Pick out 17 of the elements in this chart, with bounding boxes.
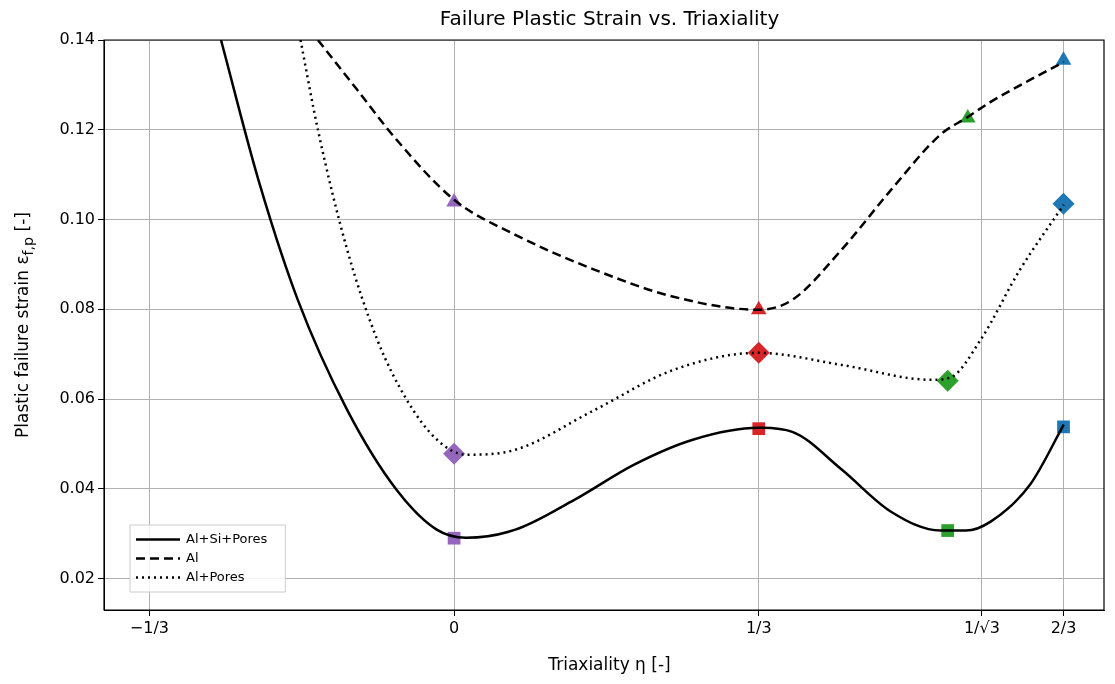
x-tick-label: 0 [449, 617, 460, 637]
legend-label: Al [186, 549, 199, 565]
x-tick-label: 1/√3 [963, 617, 1000, 637]
legend-label: Al+Si+Pores [186, 530, 268, 546]
y-tick-label: 0.14 [59, 29, 95, 49]
x-axis-title: Triaxiality η [-] [547, 654, 672, 674]
y-tick-label: 0.08 [59, 298, 95, 318]
chart-title: Failure Plastic Strain vs. Triaxiality [438, 6, 781, 30]
y-tick-label: 0.02 [59, 567, 95, 587]
x-tick-label: −1/3 [129, 617, 170, 637]
y-tick-label: 0.04 [59, 477, 95, 497]
y-tick-label: 0.06 [59, 388, 95, 408]
x-tick-label: 1/3 [745, 617, 772, 637]
legend-label: Al+Pores [186, 568, 245, 584]
x-tick-label: 2/3 [1050, 617, 1077, 637]
y-tick-label: 0.10 [59, 208, 95, 228]
y-tick-label: 0.12 [59, 118, 95, 138]
